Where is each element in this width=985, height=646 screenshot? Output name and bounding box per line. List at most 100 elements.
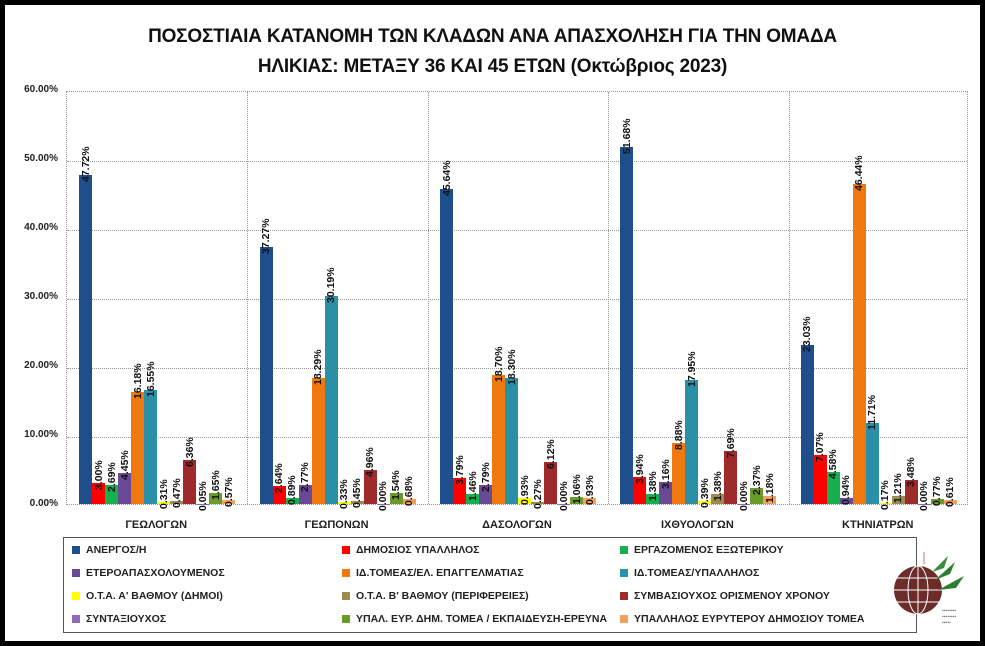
y-tick-label: 0.00% <box>29 498 58 509</box>
legend-item: ΥΠΑΛ. ΕΥΡ. ΔΗΜ. ΤΟΜΕΑ / ΕΚΠΑΙΔΕΥΣΗ-ΕΡΕΥΝ… <box>342 613 607 625</box>
bar <box>531 502 544 504</box>
bar <box>311 377 325 504</box>
bar-value-label: 0.17% <box>879 480 892 510</box>
bar-value-label: 30.19% <box>325 267 338 303</box>
bar <box>196 503 210 504</box>
legend-item: Ο.Τ.Α. Α' ΒΑΘΜΟΥ (ΔΗΜΟΙ) <box>72 590 223 602</box>
bar-value-label: 0.89% <box>286 475 299 505</box>
bar-value-label: 7.07% <box>814 432 827 463</box>
x-category-label: ΔΑΣΟΛΟΓΩΝ <box>482 519 552 531</box>
category-divider <box>427 92 429 504</box>
legend-label: ΥΠΑΛ. ΕΥΡ. ΔΗΜ. ΤΟΜΕΑ / ΕΚΠΑΙΔΕΥΣΗ-ΕΡΕΥΝ… <box>356 613 608 625</box>
legend-swatch-icon <box>620 546 628 554</box>
category-divider <box>788 92 790 504</box>
bar <box>131 392 145 504</box>
bar <box>324 295 338 504</box>
bar <box>466 493 479 504</box>
bar <box>865 423 879 504</box>
bar-value-label: 2.37% <box>750 464 763 495</box>
legend-item: ΔΗΜΟΣΙΟΣ ΥΠΑΛΛΗΛΟΣ <box>342 544 479 556</box>
globe-leaf-logo-icon: ▪▪▪▪▪▪▪▪ ▪▪▪▪▪▪▪▪ ▪▪▪▪▪ <box>894 552 964 626</box>
bar <box>157 501 171 504</box>
bar-value-label: 3.16% <box>659 459 672 490</box>
bar <box>92 483 106 504</box>
bar <box>878 502 892 504</box>
bar <box>453 477 466 504</box>
bar <box>672 442 686 504</box>
bar <box>376 503 390 504</box>
bar <box>272 485 286 504</box>
bar <box>518 497 531 504</box>
y-tick-label: 60.00% <box>24 84 58 95</box>
legend-label: ΣΥΜΒΑΣΙΟΥΧΟΣ ΟΡΙΣΜΕΝΟΥ ΧΡΟΝΟΥ <box>634 590 830 602</box>
bar-value-label: 11.71% <box>866 395 879 431</box>
legend-swatch-icon <box>72 615 80 623</box>
bar-value-label: 0.68% <box>403 476 416 507</box>
bar <box>479 484 492 504</box>
bar-value-label: 0.00% <box>557 481 570 511</box>
bar-value-label: 1.21% <box>892 472 905 503</box>
bar-value-label: 0.00% <box>737 481 750 511</box>
legend-item: ΑΝΕΡΓΟΣ/Η <box>72 544 146 556</box>
bar <box>350 500 364 504</box>
bar-value-label: 47.72% <box>79 146 92 182</box>
y-tick-label: 20.00% <box>24 360 58 371</box>
bar-value-label: 2.77% <box>299 462 312 492</box>
bar <box>904 480 918 504</box>
bar-value-label: 0.93% <box>583 474 596 505</box>
bar <box>891 495 905 504</box>
legend-item: ΙΔ.ΤΟΜΕΑΣ/ΕΛ. ΕΠΑΓΓΕΛΜΑΤΙΑΣ <box>342 567 524 579</box>
bar <box>79 174 93 504</box>
bar <box>583 497 596 504</box>
bar-value-label: 51.68% <box>620 118 633 155</box>
svg-text:▪▪▪▪▪▪▪▪: ▪▪▪▪▪▪▪▪ <box>942 608 956 614</box>
bar-value-label: 0.39% <box>698 478 711 509</box>
y-tick-label: 10.00% <box>24 429 58 440</box>
bar <box>813 455 827 504</box>
bar-value-label: 0.00% <box>918 481 931 511</box>
bar-value-label: 0.57% <box>222 477 235 508</box>
svg-text:▪▪▪▪▪: ▪▪▪▪▪ <box>942 620 951 626</box>
bar <box>917 503 931 504</box>
bar-value-label: 2.69% <box>105 462 118 493</box>
bar-value-label: 1.38% <box>646 471 659 502</box>
legend-item: ΣΥΝΤΑΞΙΟΥΧΟΣ <box>72 613 166 625</box>
bar-value-label: 1.65% <box>209 469 222 500</box>
bar <box>763 495 777 504</box>
bar <box>222 500 236 504</box>
legend-swatch-icon <box>620 592 628 600</box>
legend-item: ΕΤΕΡΟΑΠΑΣΧΟΛΟΥΜΕΝΟΣ <box>72 567 225 579</box>
bar-value-label: 2.64% <box>273 463 286 493</box>
bar-value-label: 1.06% <box>570 473 583 504</box>
bar-value-label: 3.79% <box>453 455 466 485</box>
bar <box>839 497 853 504</box>
bar-value-label: 18.70% <box>492 346 505 382</box>
bar <box>646 494 660 504</box>
legend-swatch-icon <box>342 569 350 577</box>
legend-swatch-icon <box>342 615 350 623</box>
chart-title-line2: ΗΛΙΚΙΑΣ: ΜΕΤΑΞΥ 36 ΚΑΙ 45 ΕΤΩΝ (Οκτώβριο… <box>257 56 728 77</box>
bar <box>337 501 351 504</box>
bar <box>170 500 184 504</box>
legend-item: ΕΡΓΑΖΟΜΕΝΟΣ ΕΞΩΤΕΡΙΚΟΥ <box>620 544 784 556</box>
bar-value-label: 4.45% <box>118 450 131 481</box>
bar <box>492 374 505 504</box>
legend-item: ΥΠΑΛΛΗΛΟΣ ΕΥΡΥΤΕΡΟΥ ΔΗΜΟΣΙΟΥ ΤΟΜΕΑ <box>620 613 865 625</box>
legend-label: Ο.Τ.Α. Β' ΒΑΘΜΟΥ (ΠΕΡΙΦΕΡΕΙΕΣ) <box>356 590 529 602</box>
bar <box>737 503 751 504</box>
bar <box>440 189 453 504</box>
bar-value-label: 0.77% <box>931 475 944 506</box>
bar <box>544 461 557 504</box>
y-tick-label: 40.00% <box>24 222 58 233</box>
legend: ΑΝΕΡΓΟΣ/Η ΔΗΜΟΣΙΟΣ ΥΠΑΛΛΗΛΟΣ ΕΡΓΑΖΟΜΕΝΟΣ Ε… <box>63 537 917 633</box>
bar-value-label: 3.48% <box>905 457 918 487</box>
legend-item: ΣΥΜΒΑΣΙΟΥΧΟΣ ΟΡΙΣΜΕΝΟΥ ΧΡΟΝΟΥ <box>620 590 830 602</box>
bar <box>298 484 312 504</box>
bar-value-label: 3.00% <box>92 460 105 491</box>
bar-value-label: 2.79% <box>479 461 492 492</box>
bar-value-label: 45.64% <box>440 160 453 197</box>
gridline <box>67 368 967 369</box>
bar-value-label: 6.36% <box>183 437 196 468</box>
legend-label: ΕΤΕΡΟΑΠΑΣΧΟΛΟΥΜΕΝΟΣ <box>86 567 225 579</box>
logo: ▪▪▪▪▪▪▪▪ ▪▪▪▪▪▪▪▪ ▪▪▪▪▪ <box>880 550 975 630</box>
